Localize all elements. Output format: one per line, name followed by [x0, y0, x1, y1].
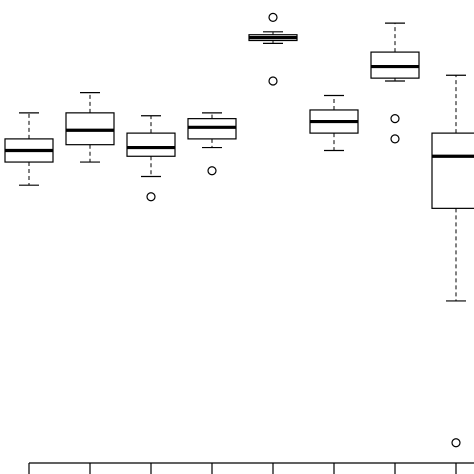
box-group-1: [4, 112, 54, 186]
outlier-point: [268, 76, 278, 86]
outlier-point: [268, 12, 278, 22]
outlier-point: [390, 114, 400, 124]
box-group-7: [370, 22, 420, 144]
boxes-layer: [4, 12, 474, 448]
outlier-point: [451, 438, 461, 448]
box-group-8: [431, 74, 474, 448]
box-group-3: [126, 115, 176, 202]
outlier-point: [390, 134, 400, 144]
box-group-5: [248, 12, 298, 86]
outlier-point: [146, 192, 156, 202]
box: [431, 132, 474, 209]
box-group-6: [309, 94, 359, 152]
box-group-4: [187, 112, 237, 176]
outlier-point: [207, 166, 217, 176]
box-group-2: [65, 91, 115, 163]
x-axis: [28, 462, 474, 474]
box: [126, 132, 176, 157]
